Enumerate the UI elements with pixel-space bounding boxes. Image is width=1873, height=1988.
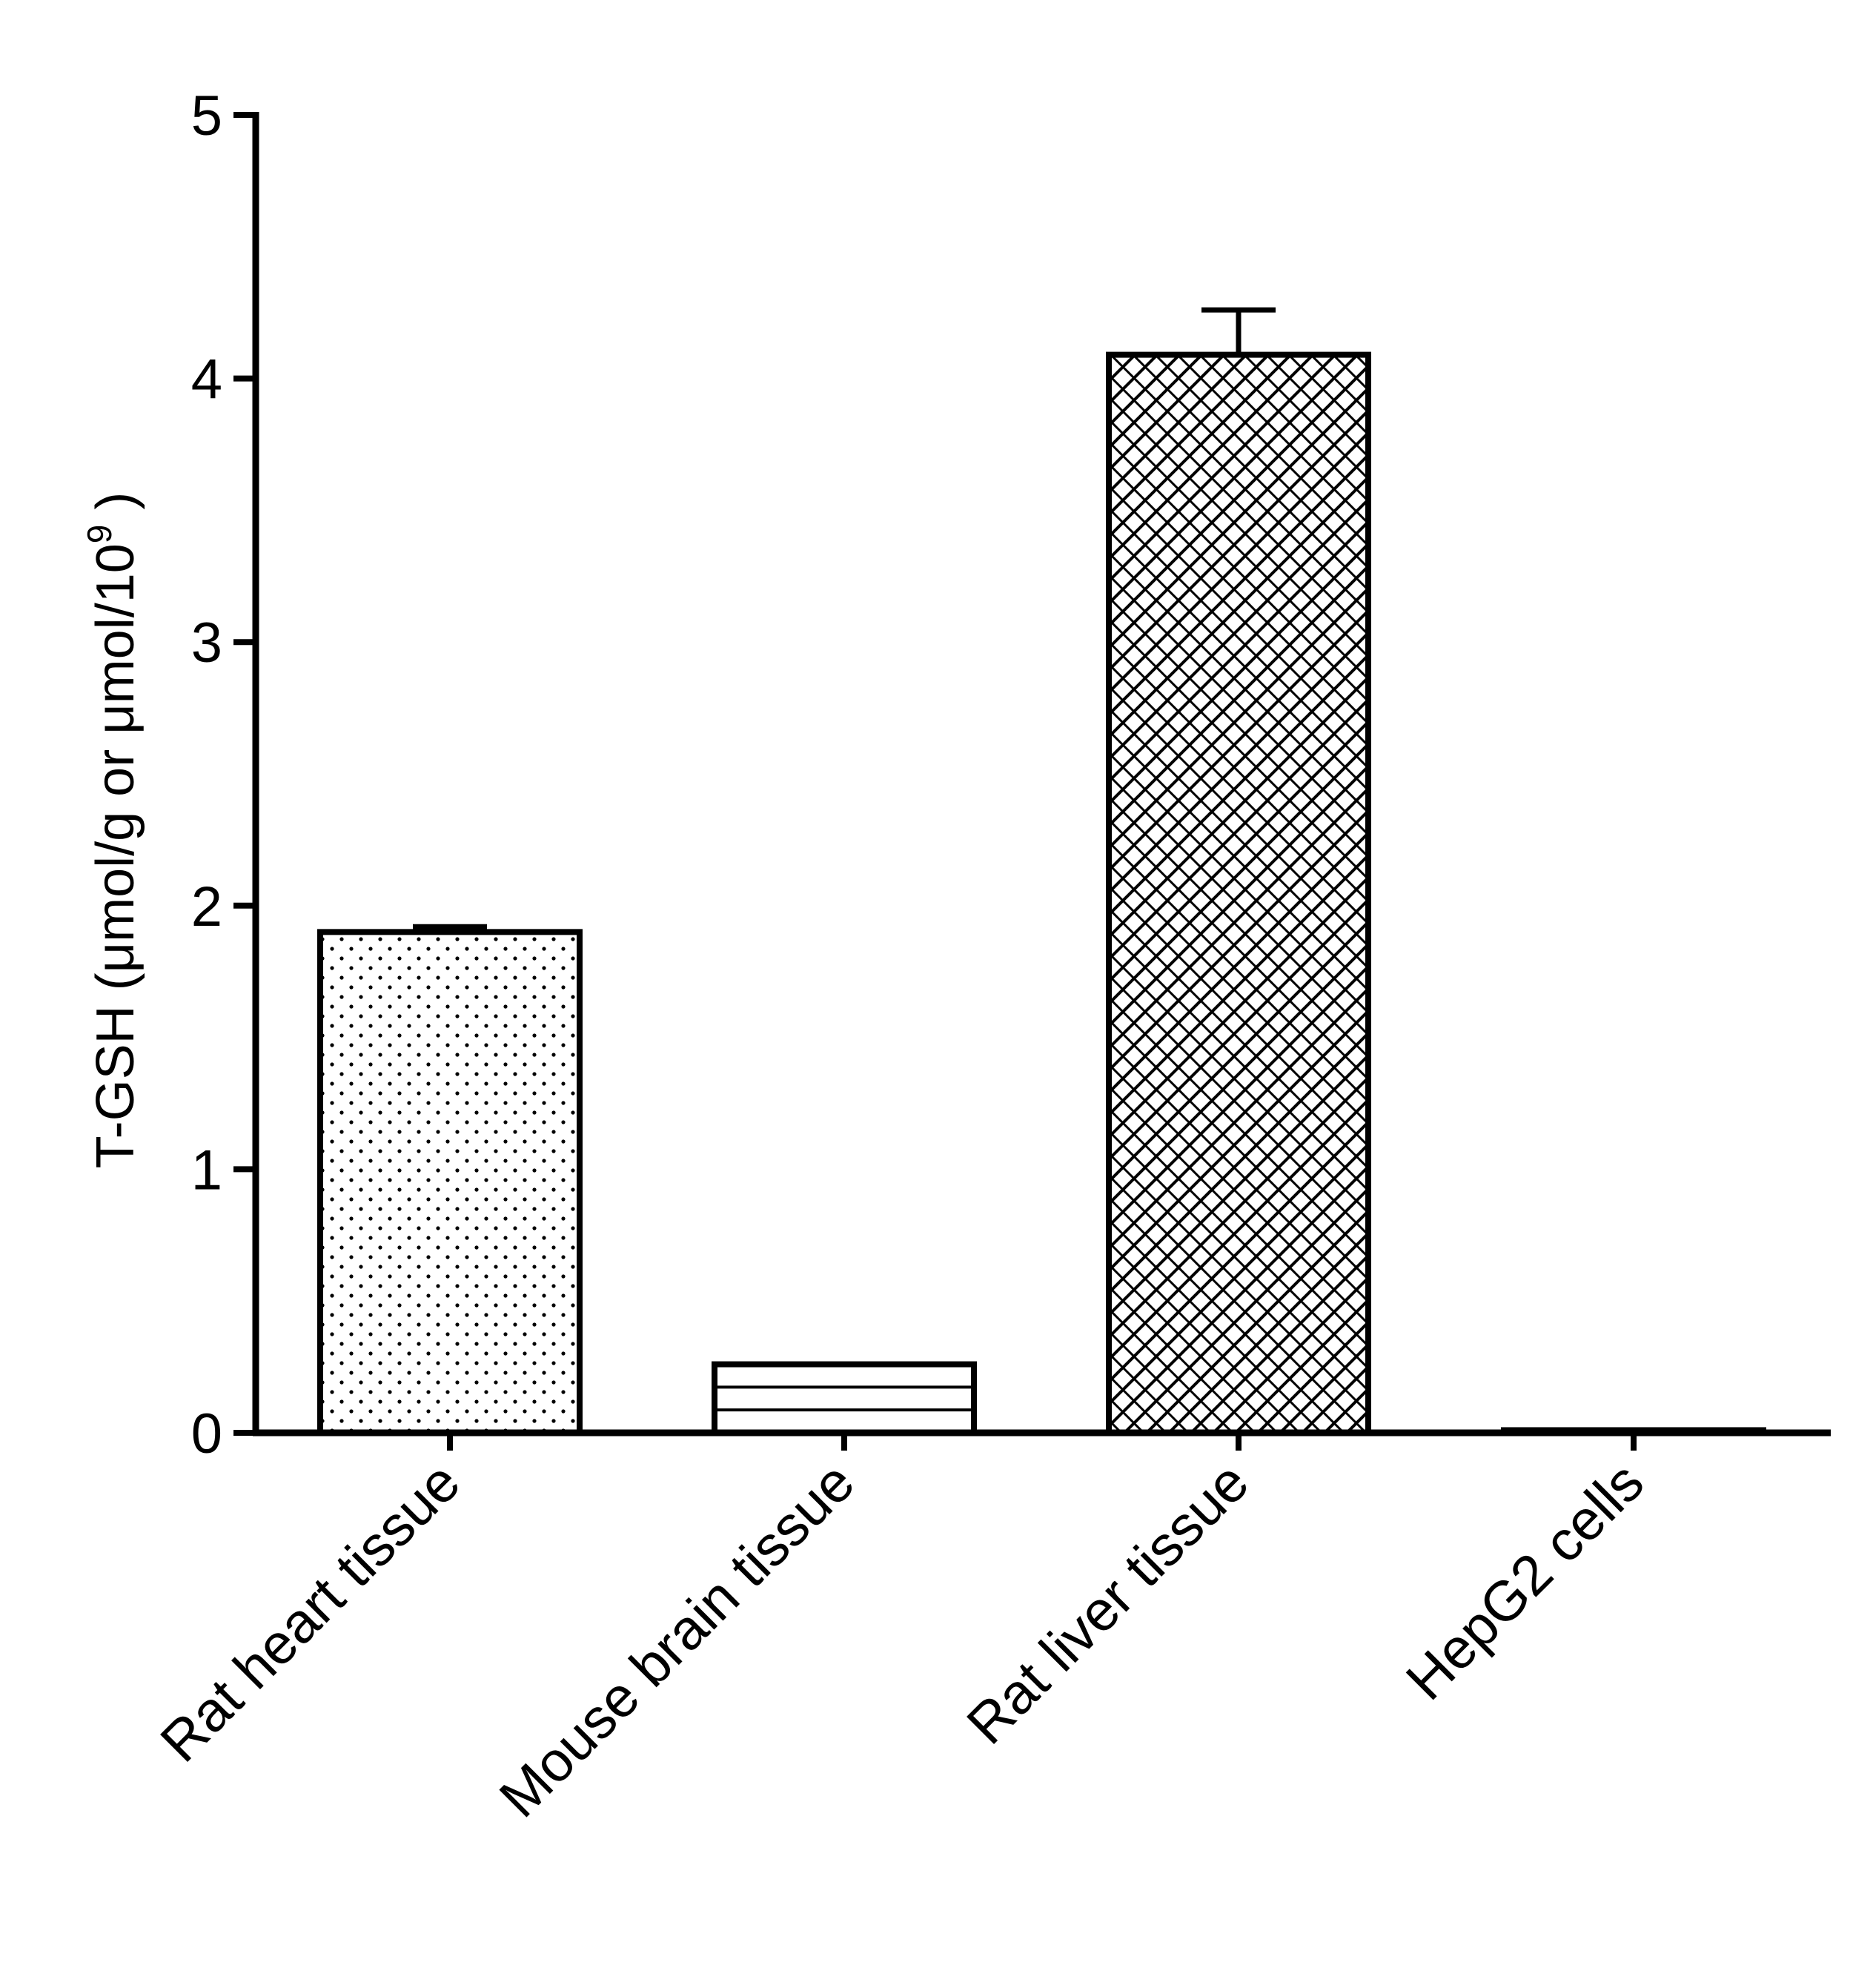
y-axis-title-superscript: 9	[80, 525, 119, 544]
x-tick-label: Mouse brain tissue	[488, 1451, 866, 1829]
y-axis-title-main: T-GSH (μmol/g or μmol/10	[86, 543, 145, 1168]
x-tick-label: Rat heart tissue	[149, 1451, 472, 1774]
bar-group	[1106, 307, 1371, 1437]
y-tick-label: 0	[191, 1402, 222, 1465]
x-tick-label-group: Rat liver tissue	[955, 1451, 1262, 1757]
bar-group	[317, 924, 583, 1436]
y-tick-label: 2	[191, 875, 222, 938]
bar	[1106, 351, 1371, 1437]
y-axis-title: T-GSH (μmol/g or μmol/109 )	[80, 492, 145, 1169]
x-tick-label-group: Mouse brain tissue	[488, 1451, 866, 1829]
y-axis-title-end: )	[86, 492, 145, 525]
y-tick-label: 3	[191, 612, 222, 675]
y-tick-label: 1	[191, 1139, 222, 1202]
x-tick-label-group: Rat heart tissue	[149, 1451, 472, 1774]
bar	[317, 929, 583, 1436]
bar-group	[712, 1361, 977, 1436]
x-tick-label: Rat liver tissue	[955, 1451, 1262, 1757]
plot-area: 0 1 2 3 4 5 Rat heart tissue Mouse brain tissue…	[149, 85, 1831, 1829]
svg-text:T-GSH (μmol/g or μmol/109 ): T-GSH (μmol/g or μmol/109 )	[80, 492, 145, 1169]
x-tick-label-group: HepG2 cells	[1394, 1451, 1656, 1712]
y-tick-label: 5	[191, 85, 222, 148]
y-tick-label: 4	[191, 348, 222, 411]
x-tick-label: HepG2 cells	[1394, 1451, 1656, 1712]
bar	[712, 1361, 977, 1436]
